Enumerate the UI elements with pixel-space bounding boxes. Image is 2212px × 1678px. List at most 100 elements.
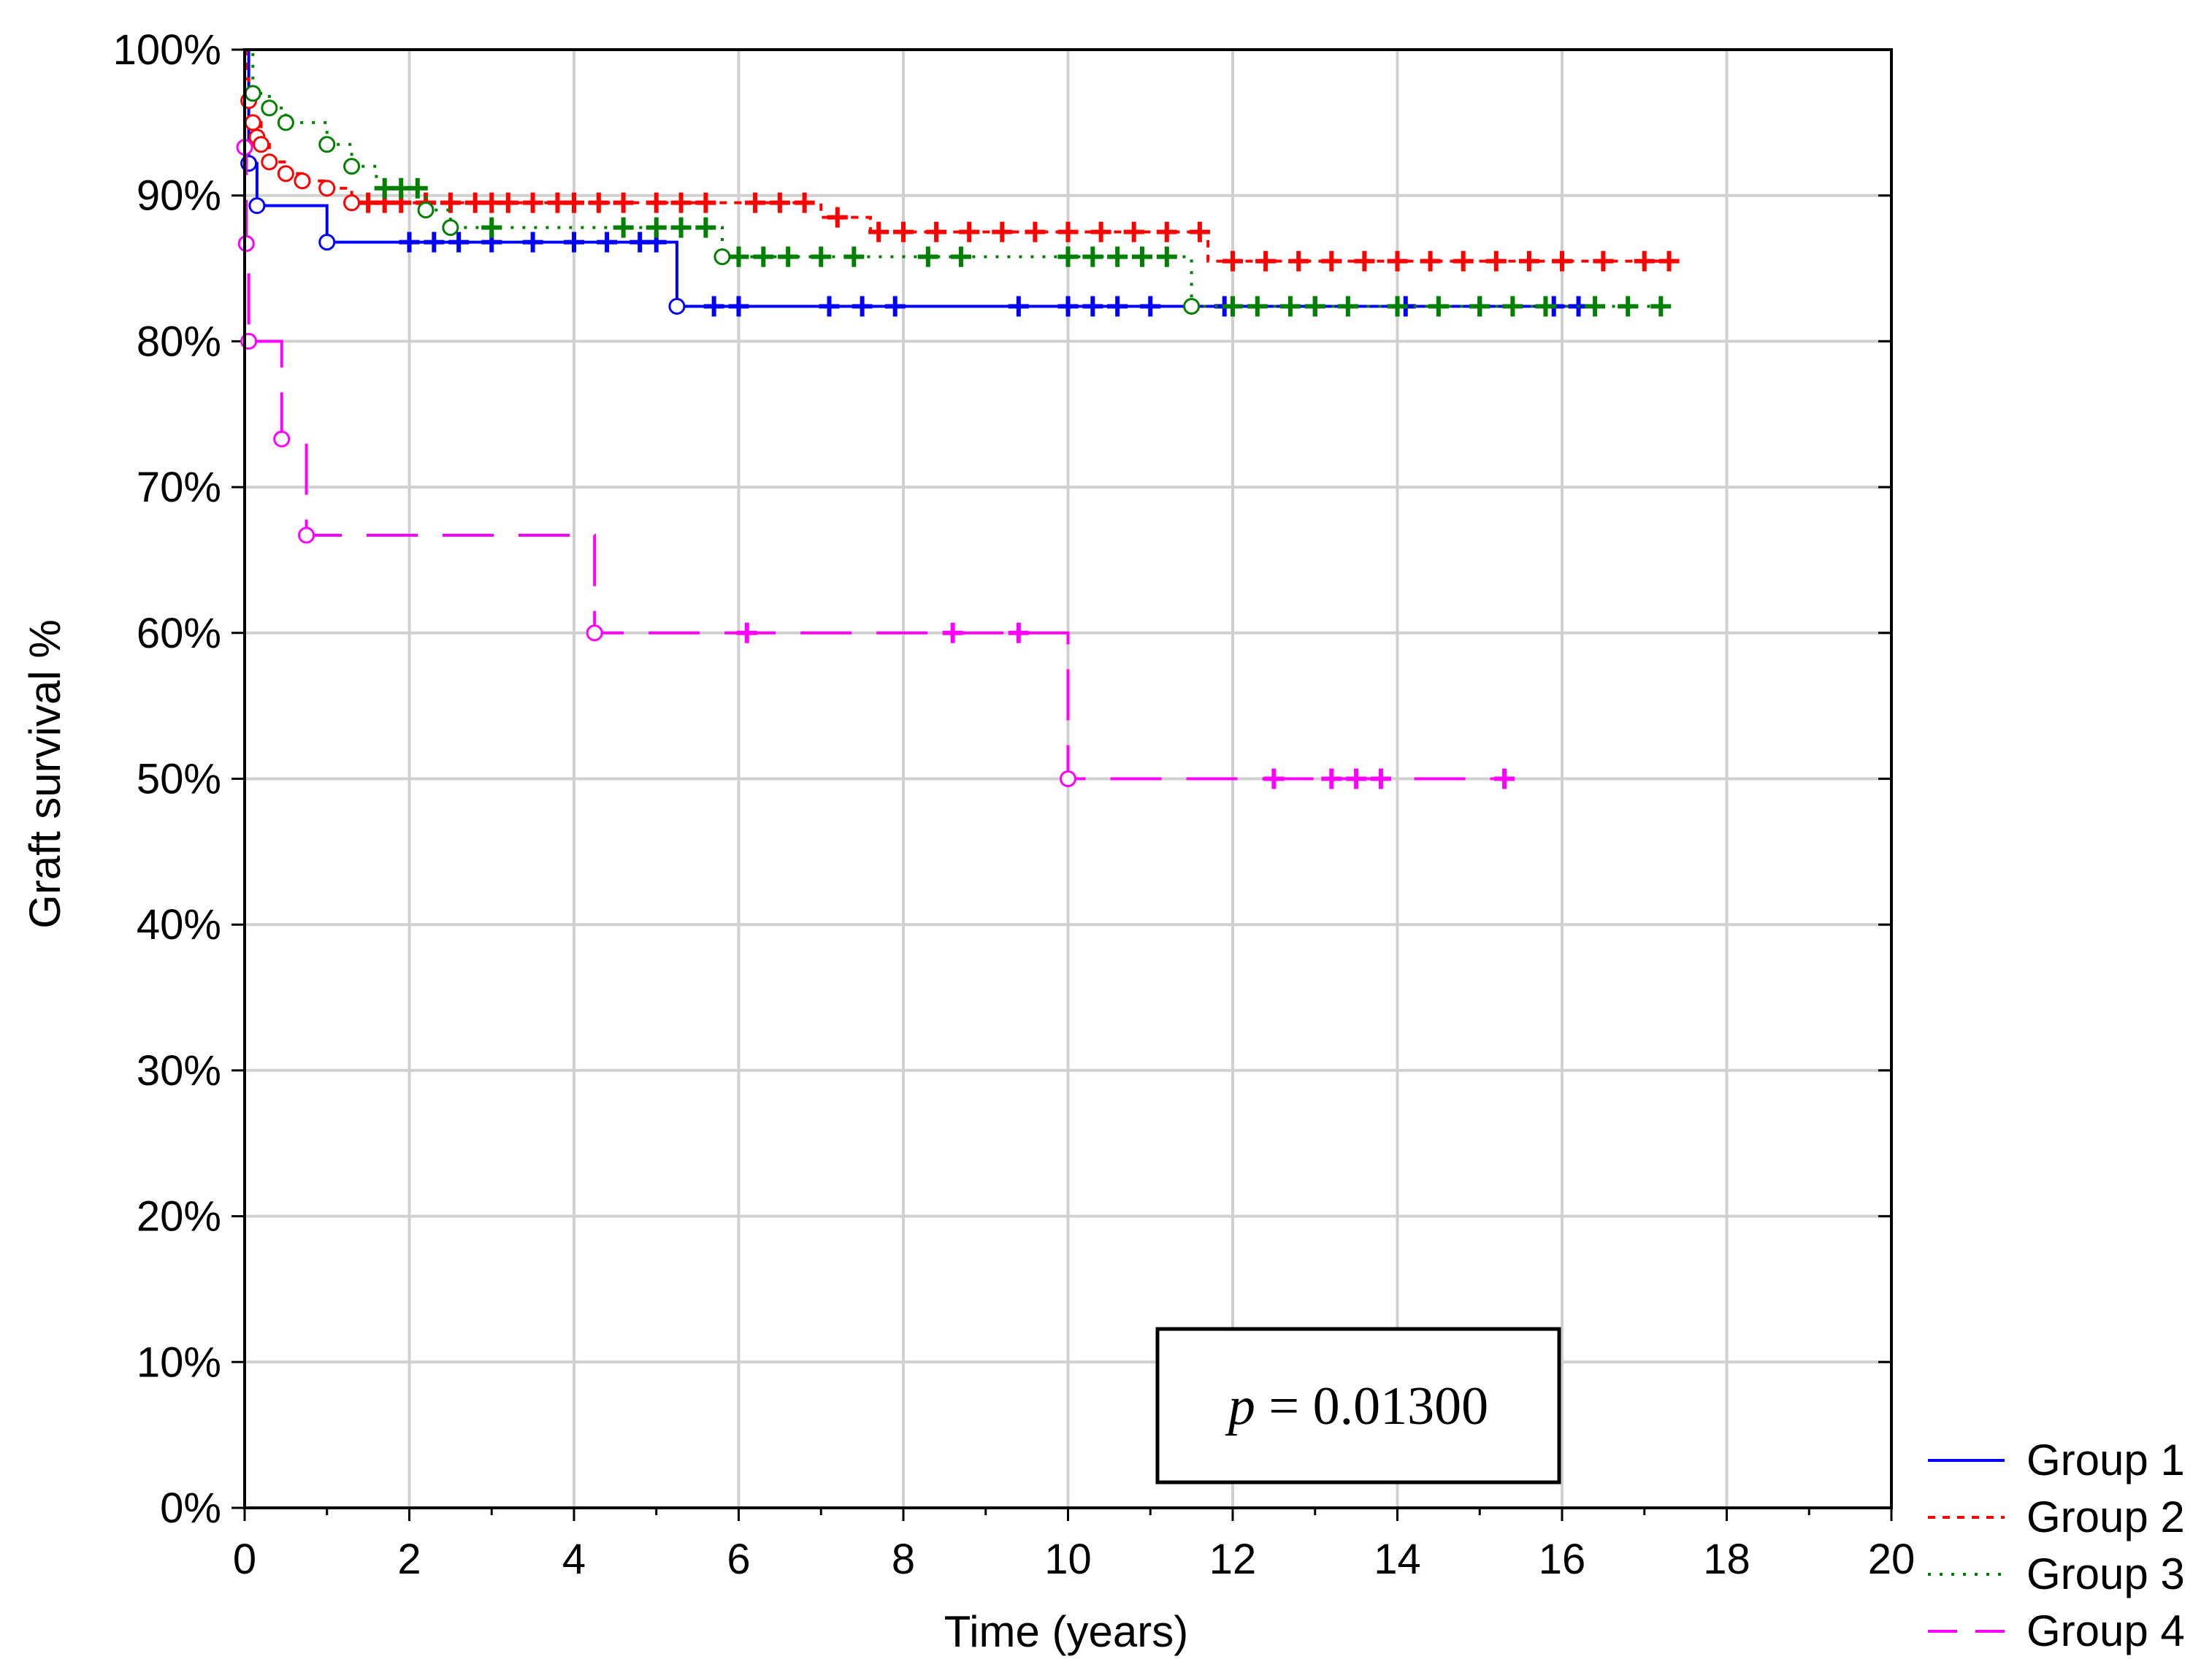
censor-marker	[1082, 246, 1103, 267]
event-marker	[277, 114, 294, 131]
censor-marker	[1650, 296, 1672, 317]
censor-marker	[794, 192, 815, 213]
censor-marker	[1387, 250, 1408, 272]
series-layer	[236, 48, 1680, 789]
censor-marker	[440, 192, 461, 213]
legend: Group 1 Group 2 Group 3 Group 4	[1928, 1436, 2185, 1655]
censor-marker	[1469, 296, 1490, 317]
series-2	[240, 48, 1680, 272]
censor-marker	[753, 246, 774, 267]
censor-marker	[1535, 296, 1556, 317]
x-tick-label: 18	[1703, 1536, 1750, 1583]
censor-marker	[1107, 246, 1128, 267]
censor-marker	[1057, 221, 1079, 242]
censor-marker	[597, 231, 618, 253]
event-marker	[417, 202, 435, 219]
censor-marker	[1354, 250, 1375, 272]
censor-marker	[1337, 296, 1358, 317]
censor-marker	[1658, 250, 1680, 272]
event-marker	[343, 158, 361, 175]
y-tick-label: 60%	[137, 610, 221, 657]
censor-marker	[827, 207, 848, 228]
x-tick-label: 4	[562, 1536, 586, 1583]
censor-marker	[851, 296, 873, 317]
x-axis-title: Time (years)	[944, 1607, 1188, 1656]
censor-marker	[1263, 768, 1285, 789]
series-3	[244, 48, 1672, 317]
censor-marker	[1222, 296, 1243, 317]
x-tick-label: 8	[892, 1536, 915, 1583]
x-tick-label: 0	[233, 1536, 256, 1583]
censor-marker	[1494, 768, 1515, 789]
legend-item: Group 2	[1928, 1493, 2185, 1541]
event-marker	[318, 234, 336, 251]
censor-marker	[1057, 296, 1079, 317]
y-tick-label: 20%	[137, 1193, 221, 1241]
event-marker	[261, 153, 278, 171]
event-marker	[668, 297, 686, 315]
censor-marker	[1156, 221, 1177, 242]
censor-marker	[1082, 296, 1103, 317]
legend-label: Group 4	[2027, 1606, 2185, 1655]
event-marker	[318, 136, 336, 153]
p-value-symbol: p	[1225, 1376, 1255, 1436]
event-marker	[237, 235, 255, 253]
x-tick-label: 16	[1539, 1536, 1586, 1583]
censor-marker	[1502, 296, 1523, 317]
censor-marker	[1453, 250, 1474, 272]
plot-border	[243, 48, 1893, 1509]
censor-marker	[1552, 250, 1572, 272]
legend-label: Group 1	[2027, 1436, 2185, 1484]
censor-marker	[646, 217, 667, 238]
censor-marker	[670, 192, 692, 213]
censor-marker	[497, 192, 518, 213]
y-tick-label: 90%	[137, 172, 221, 220]
censor-marker	[1123, 221, 1144, 242]
y-axis-title: Graft survival %	[20, 619, 69, 928]
event-marker	[273, 430, 291, 448]
censor-marker	[407, 177, 428, 199]
censor-marker	[1485, 250, 1507, 272]
censor-marker	[728, 246, 749, 267]
censor-marker	[613, 192, 634, 213]
censor-marker	[1090, 221, 1111, 242]
censor-marker	[1304, 296, 1325, 317]
censor-marker	[399, 231, 420, 253]
legend-item: Group 3	[1928, 1549, 2185, 1598]
censor-marker	[424, 231, 445, 253]
x-tick-label: 12	[1209, 1536, 1257, 1583]
censor-marker	[1634, 250, 1655, 272]
censor-marker	[1593, 250, 1614, 272]
censor-marker	[1387, 296, 1408, 317]
x-tick-label: 2	[397, 1536, 421, 1583]
y-tick-label: 50%	[137, 756, 221, 803]
event-marker	[586, 624, 603, 642]
censor-marker	[1189, 221, 1210, 242]
event-marker	[442, 219, 459, 237]
x-tick-label: 10	[1044, 1536, 1092, 1583]
censor-marker	[588, 192, 609, 213]
censor-marker	[1321, 768, 1342, 789]
series-4	[236, 50, 1515, 789]
censor-marker	[1321, 250, 1342, 272]
y-tick-label: 10%	[137, 1338, 221, 1386]
censor-marker	[522, 231, 543, 253]
censor-marker	[728, 296, 749, 317]
plot-frame	[243, 48, 1893, 1509]
censor-marker	[1370, 768, 1391, 789]
censor-marker	[1156, 246, 1177, 267]
censor-marker	[670, 217, 692, 238]
event-marker	[277, 165, 294, 183]
legend-item: Group 4	[1928, 1606, 2185, 1655]
censor-marker	[703, 296, 724, 317]
censor-marker	[1279, 296, 1301, 317]
y-tick-label: 0%	[160, 1484, 221, 1532]
censor-marker	[646, 192, 667, 213]
censor-marker	[992, 221, 1013, 242]
censor-marker	[843, 246, 865, 267]
event-marker	[343, 194, 361, 212]
censor-marker	[1057, 246, 1079, 267]
censor-marker	[1008, 296, 1029, 317]
event-marker	[713, 248, 731, 266]
